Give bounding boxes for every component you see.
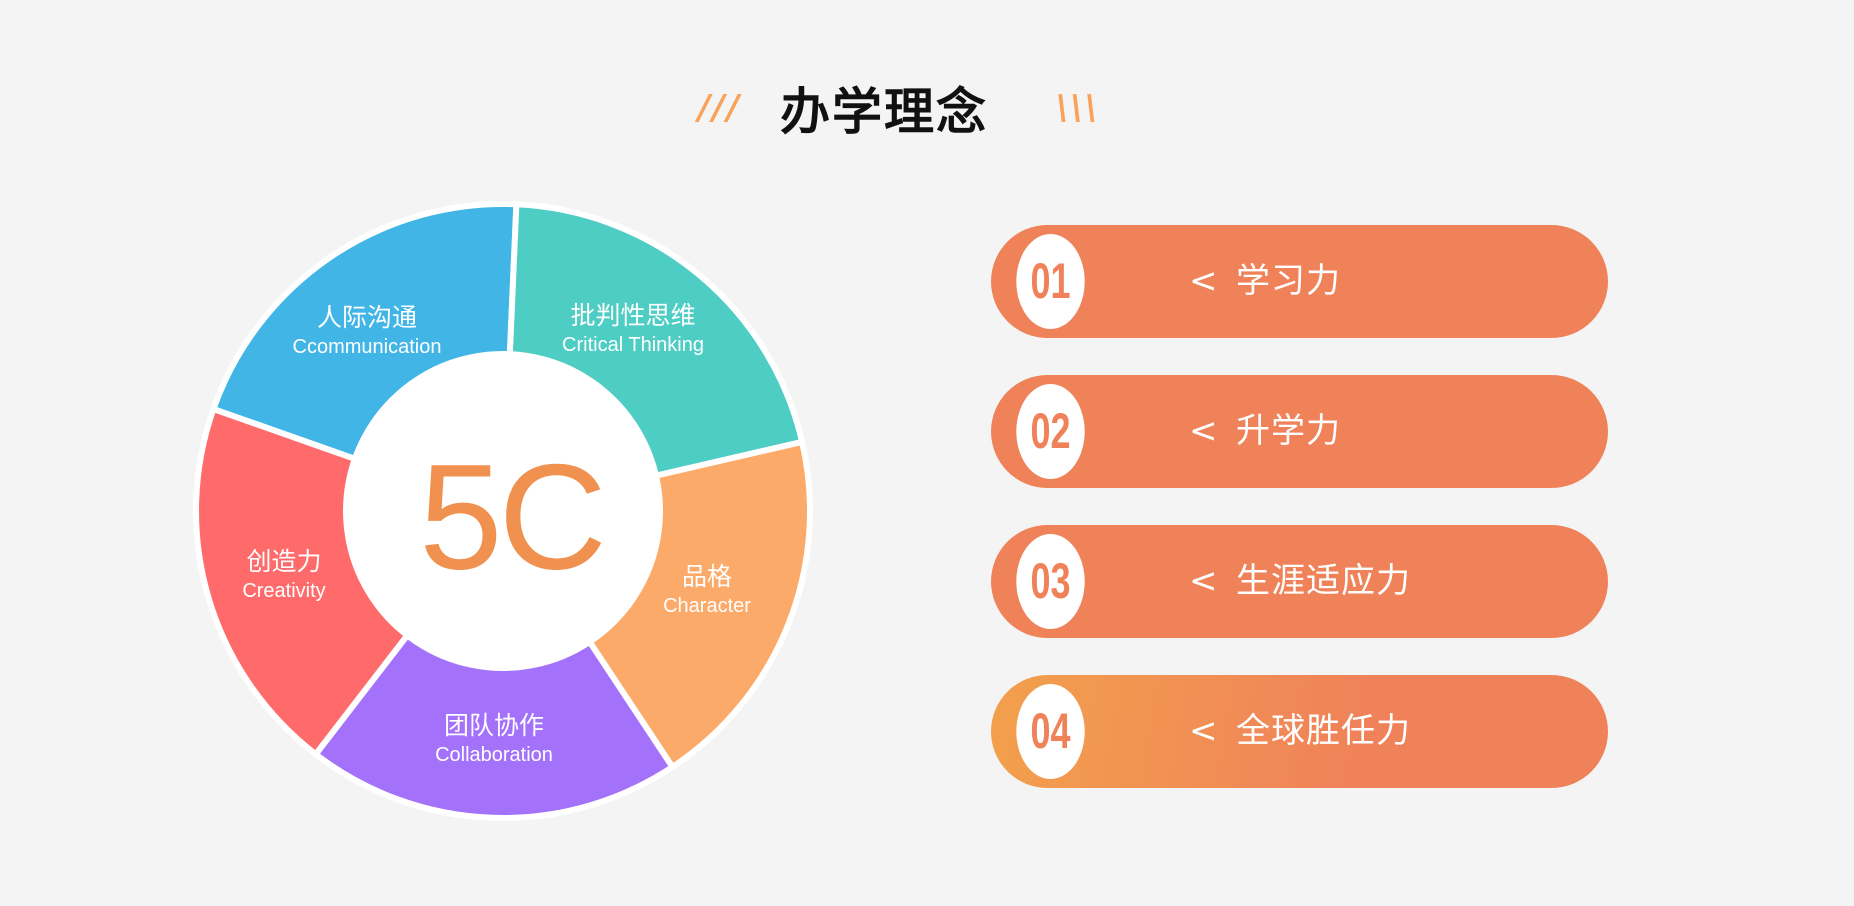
segment-en: Critical Thinking <box>562 334 704 356</box>
item-number-badge: 02 <box>1016 384 1085 479</box>
item-number-badge: 04 <box>1016 684 1085 779</box>
segment-cn: 品格 <box>681 562 732 591</box>
chevron-left-icon: < <box>1189 261 1218 301</box>
list-item: 02 < 升学力 <box>991 375 1608 488</box>
segment-cn: 团队协作 <box>443 711 545 740</box>
segment-cn: 创造力 <box>246 547 322 576</box>
segment-en: Character <box>663 595 751 617</box>
item-number-badge: 03 <box>1016 534 1085 629</box>
wheel-center-label: 5C <box>419 432 607 601</box>
chevron-left-icon: < <box>1189 561 1218 601</box>
list-item: 04 < 全球胜任力 <box>991 675 1608 788</box>
page-title: 办学理念 <box>780 83 988 141</box>
item-number-badge: 01 <box>1016 234 1085 329</box>
list-item: 01 < 学习力 <box>991 225 1608 338</box>
segment-label-critical-thinking: 批判性思维 Critical Thinking <box>562 300 704 358</box>
item-label: 全球胜任力 <box>1236 711 1411 751</box>
wheel-center-circle <box>343 351 663 671</box>
segment-label-communication: 人际沟通 Ccommunication <box>293 302 442 360</box>
chevron-left-icon: < <box>1189 411 1218 451</box>
item-label: 学习力 <box>1236 261 1341 301</box>
segment-cn: 人际沟通 <box>316 303 418 332</box>
segment-label-character: 品格 Character <box>663 561 751 619</box>
segment-label-collaboration: 团队协作 Collaboration <box>435 710 553 768</box>
item-label: 生涯适应力 <box>1236 561 1411 601</box>
title-decoration-right: \\\ <box>1056 88 1100 128</box>
list-item: 03 < 生涯适应力 <box>991 525 1608 638</box>
chevron-left-icon: < <box>1189 711 1218 751</box>
segment-label-creativity: 创造力 Creativity <box>242 546 325 604</box>
segment-en: Creativity <box>242 580 326 602</box>
segment-en: Ccommunication <box>292 336 442 358</box>
title-decoration-left: /// <box>698 88 742 128</box>
segment-en: Collaboration <box>435 744 553 766</box>
item-label: 升学力 <box>1236 411 1341 451</box>
segment-cn: 批判性思维 <box>570 301 696 330</box>
